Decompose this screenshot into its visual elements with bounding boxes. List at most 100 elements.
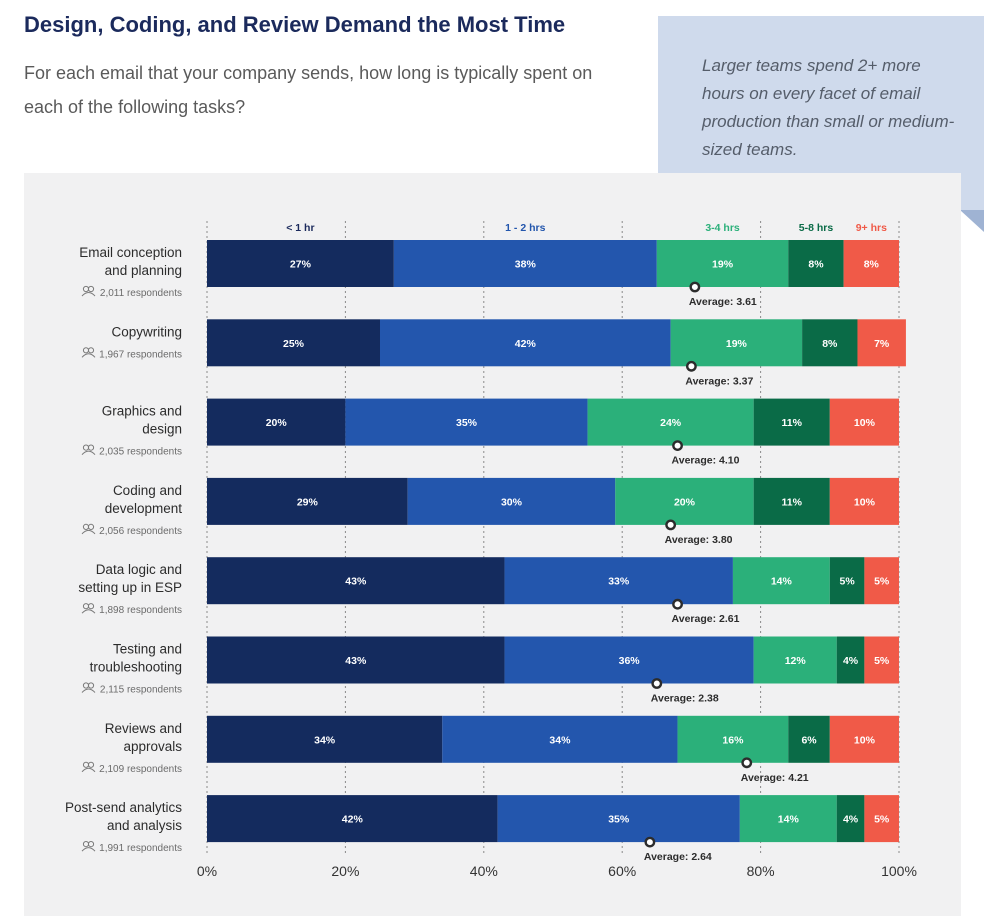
people-icon bbox=[87, 523, 95, 530]
data-label: 8% bbox=[808, 259, 824, 271]
data-label: 5% bbox=[874, 814, 890, 826]
bar-segment bbox=[836, 636, 865, 684]
data-label: 30% bbox=[501, 496, 523, 508]
people-icon bbox=[87, 841, 95, 848]
respondents-label: 1,898 respondents bbox=[99, 605, 182, 616]
bar-segment bbox=[829, 477, 899, 525]
average-marker bbox=[686, 360, 697, 372]
x-tick-label: 100% bbox=[881, 863, 917, 879]
bar-segment bbox=[836, 795, 865, 843]
bar-segment bbox=[829, 557, 865, 605]
category-label: Graphics and bbox=[102, 404, 182, 419]
respondents-label: 1,991 respondents bbox=[99, 843, 182, 854]
people-icon bbox=[81, 688, 96, 693]
data-label: 5% bbox=[840, 576, 856, 588]
legend-label: 3-4 hrs bbox=[705, 222, 740, 234]
average-label: Average: 2.38 bbox=[651, 693, 719, 705]
data-label: 14% bbox=[778, 814, 800, 826]
bar-segment bbox=[380, 319, 671, 367]
people-icon bbox=[81, 353, 96, 358]
legend-label: 9+ hrs bbox=[856, 222, 887, 234]
respondents-label: 2,035 respondents bbox=[99, 447, 182, 458]
bar-segment bbox=[843, 240, 899, 287]
average-marker bbox=[672, 598, 683, 610]
chart-subtitle: For each email that your company sends, … bbox=[24, 63, 593, 117]
category-label: Post-send analytics bbox=[65, 800, 182, 815]
people-icon bbox=[87, 444, 95, 451]
data-label: 5% bbox=[874, 576, 890, 588]
category-label: approvals bbox=[123, 739, 182, 754]
respondents-label: 1,967 respondents bbox=[99, 349, 182, 360]
bar-segment bbox=[753, 636, 837, 684]
legend-label: < 1 hr bbox=[286, 222, 314, 234]
people-icon bbox=[82, 523, 90, 530]
respondents-label: 2,011 respondents bbox=[100, 288, 182, 299]
bar-segment bbox=[393, 240, 657, 287]
data-label: 10% bbox=[854, 417, 876, 429]
bar-segment bbox=[207, 319, 380, 367]
people-icon bbox=[81, 529, 96, 535]
data-label: 43% bbox=[345, 655, 367, 667]
data-label: 34% bbox=[549, 734, 571, 746]
data-label: 4% bbox=[843, 814, 859, 826]
bar-segment bbox=[504, 557, 733, 605]
data-label: 43% bbox=[345, 576, 367, 588]
data-label: 25% bbox=[283, 338, 305, 350]
average-marker bbox=[651, 678, 663, 689]
callout-text: Larger teams spend 2+ more hours on ever… bbox=[702, 56, 955, 159]
data-label: 33% bbox=[608, 576, 630, 588]
data-label: 20% bbox=[266, 417, 288, 429]
average-label: Average: 2.61 bbox=[672, 613, 740, 625]
data-label: 11% bbox=[782, 417, 803, 429]
people-icon bbox=[87, 761, 95, 768]
bar-segment bbox=[732, 557, 830, 605]
bar-segment bbox=[864, 636, 899, 684]
data-label: 35% bbox=[608, 814, 630, 826]
people-icon bbox=[87, 285, 95, 293]
x-tick-label: 60% bbox=[608, 863, 636, 879]
bar-segment bbox=[345, 398, 588, 446]
data-label: 10% bbox=[854, 496, 876, 508]
average-marker bbox=[672, 440, 683, 451]
bar-segment bbox=[670, 319, 803, 367]
data-label: 8% bbox=[822, 338, 838, 350]
data-label: 14% bbox=[771, 576, 793, 588]
category-label: Data logic and bbox=[96, 562, 182, 577]
bar-segment bbox=[207, 477, 408, 525]
category-label: Coding and bbox=[113, 483, 182, 498]
bar-segment bbox=[407, 477, 616, 525]
data-label: 42% bbox=[342, 814, 364, 826]
people-icon bbox=[81, 292, 96, 297]
x-tick-label: 80% bbox=[747, 863, 775, 879]
average-label: Average: 4.21 bbox=[741, 772, 809, 784]
average-label: Average: 3.80 bbox=[665, 534, 733, 546]
bar-segment bbox=[207, 715, 443, 763]
data-label: 19% bbox=[712, 259, 734, 271]
category-label: Reviews and bbox=[105, 721, 182, 736]
category-label: Email conception bbox=[79, 245, 182, 260]
people-icon bbox=[82, 444, 90, 451]
respondents-label: 2,115 respondents bbox=[100, 685, 182, 696]
x-tick-label: 20% bbox=[331, 863, 359, 879]
bar-segment bbox=[207, 240, 394, 287]
data-label: 10% bbox=[854, 734, 876, 746]
data-label: 4% bbox=[843, 655, 859, 667]
chart-title: Design, Coding, and Review Demand the Mo… bbox=[24, 12, 566, 37]
category-label: Copywriting bbox=[111, 324, 182, 339]
bar-segment bbox=[497, 795, 740, 843]
bar-segment bbox=[829, 398, 899, 446]
data-label: 5% bbox=[874, 655, 890, 667]
data-label: 38% bbox=[515, 259, 537, 271]
average-marker bbox=[644, 836, 656, 848]
bar-segment bbox=[677, 715, 789, 763]
data-label: 11% bbox=[782, 496, 803, 508]
data-label: 8% bbox=[864, 259, 880, 271]
data-label: 35% bbox=[456, 417, 478, 429]
stacked-bar-chart: < 1 hr 1 - 2 hrs 3-4 hrs 5-8 hrs 9+ hrs 27% 38… bbox=[65, 221, 917, 879]
chart-panel: < 1 hr 1 - 2 hrs 3-4 hrs 5-8 hrs 9+ hrs 27% 38… bbox=[24, 173, 961, 916]
people-icon bbox=[87, 347, 95, 354]
data-label: 29% bbox=[297, 496, 319, 508]
average-marker bbox=[689, 281, 701, 293]
data-label: 16% bbox=[722, 734, 744, 746]
people-icon bbox=[82, 761, 90, 768]
